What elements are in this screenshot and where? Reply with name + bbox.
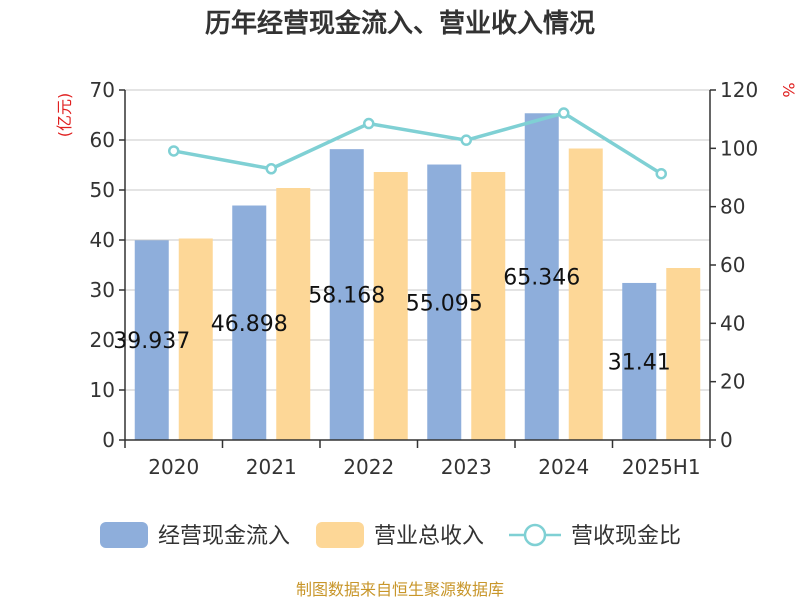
x-tick-label: 2021 (246, 455, 297, 479)
bar-revenue (373, 172, 408, 440)
bar-cash-inflow (329, 149, 364, 440)
ratio-point (363, 117, 375, 130)
ratio-point (460, 134, 472, 146)
source-note: 制图数据来自恒生聚源数据库 (296, 580, 504, 599)
right-tick-label: 60 (720, 253, 745, 277)
left-tick-label: 0 (102, 428, 115, 452)
data-labels: 39.937 46.898 58.168 55.095 65.346 31.41 (113, 266, 670, 376)
bar-value-label: 31.41 (608, 350, 671, 375)
left-tick-label: 40 (90, 228, 115, 252)
bar-value-label: 55.095 (406, 291, 483, 316)
grid-lines (125, 89, 710, 391)
ratio-point (655, 167, 667, 180)
left-axis-unit: (亿元) (55, 93, 74, 138)
right-tick-label: 20 (720, 370, 745, 394)
right-tick-label: 40 (720, 311, 745, 335)
bar-revenue (276, 188, 311, 440)
bar-cash-inflow (232, 205, 267, 440)
ratio-line (168, 107, 667, 180)
x-tick-label: 2025H1 (622, 455, 701, 479)
axes: 0 10 20 30 40 50 60 70 0 20 40 60 80 100 120 2020 2021 20… (90, 78, 759, 479)
right-tick-label: 120 (720, 78, 758, 102)
x-tick-label: 2024 (538, 455, 589, 479)
left-tick-label: 60 (90, 128, 115, 152)
x-tick-label: 2022 (343, 455, 394, 479)
bars (134, 113, 701, 441)
x-tick-label: 2023 (441, 455, 492, 479)
ratio-point (558, 107, 570, 119)
legend-swatch (100, 522, 148, 548)
left-tick-label: 70 (90, 78, 115, 102)
legend-label: 经营现金流入 (158, 524, 290, 549)
bar-value-label: 58.168 (308, 284, 385, 309)
legend-label: 营业总收入 (374, 524, 484, 549)
left-tick-label: 20 (90, 328, 115, 352)
left-tick-label: 50 (90, 178, 115, 202)
legend-label: 营收现金比 (571, 524, 681, 549)
bar-revenue (666, 268, 701, 440)
bar-revenue (471, 172, 506, 440)
bar-cash-inflow (427, 164, 462, 440)
ratio-point (168, 145, 180, 157)
bar-cash-inflow (134, 240, 169, 440)
legend: 经营现金流入 营业总收入 营收现金比 (100, 522, 681, 549)
bar-revenue (178, 238, 213, 440)
bar-revenue (568, 148, 603, 440)
legend-swatch (316, 522, 364, 548)
right-tick-label: 100 (720, 136, 758, 160)
right-axis-unit: % (779, 82, 798, 97)
bar-cash-inflow (524, 113, 559, 441)
bar-value-label: 46.898 (211, 312, 288, 337)
left-tick-label: 10 (90, 378, 115, 402)
left-tick-label: 30 (90, 278, 115, 302)
x-tick-label: 2020 (148, 455, 199, 479)
bar-value-label: 39.937 (113, 329, 190, 354)
ratio-point (265, 163, 277, 175)
ratio-line-path (173, 111, 663, 176)
chart-title: 历年经营现金流入、营业收入情况 (205, 8, 595, 39)
bar-cash-inflow (622, 282, 657, 440)
right-tick-label: 0 (720, 428, 733, 452)
bar-value-label: 65.346 (503, 266, 580, 291)
right-tick-label: 80 (720, 195, 745, 219)
legend-line-marker (523, 523, 547, 547)
